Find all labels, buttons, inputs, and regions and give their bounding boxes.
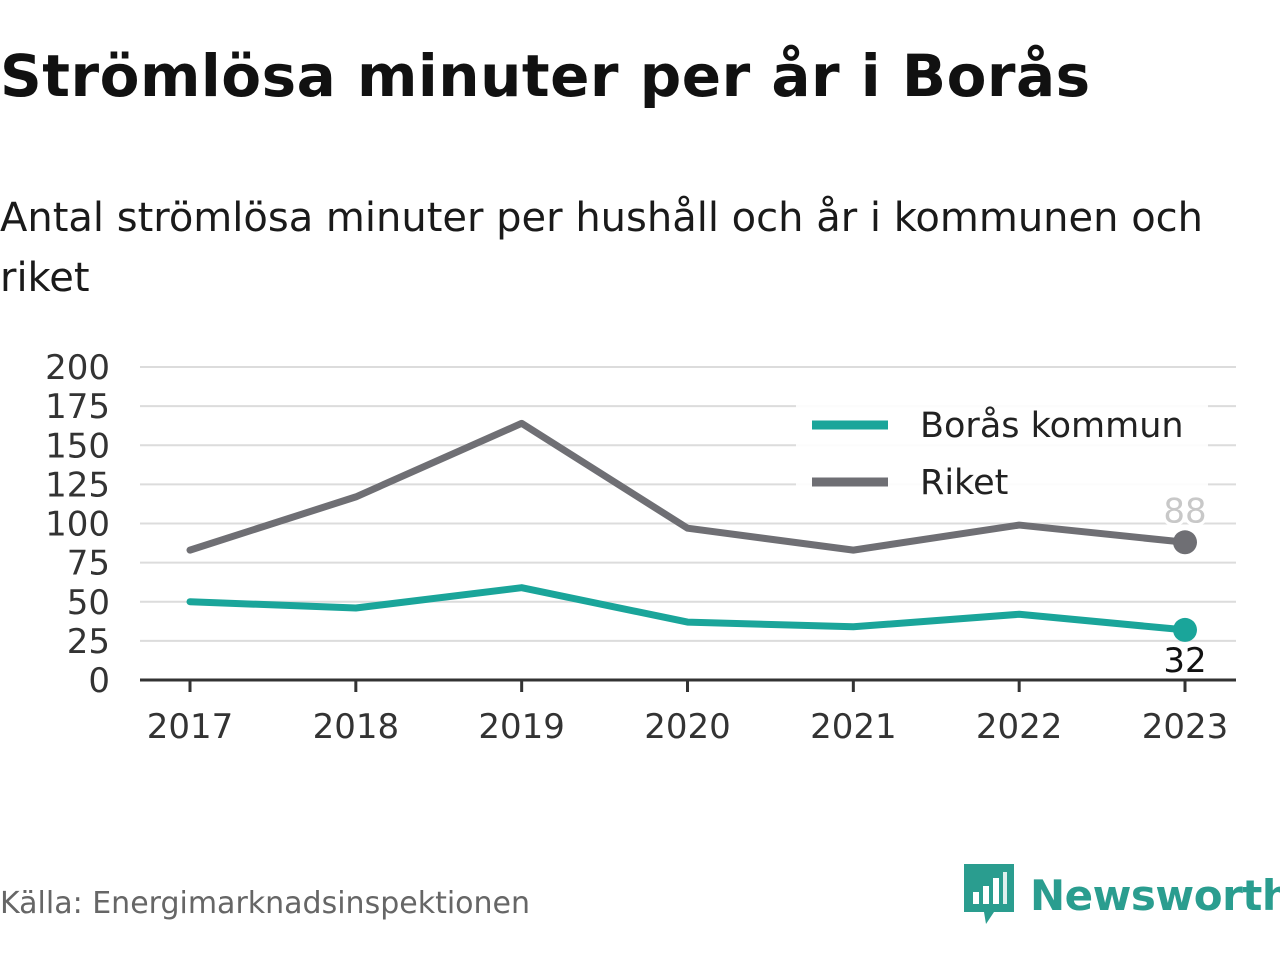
y-tick-label: 150 [45,426,110,466]
brand-name: Newsworthy [1030,870,1280,920]
x-axis: 2017 2018 2019 2020 2021 2022 2023 [140,678,1236,747]
y-tick-label: 25 [67,622,110,662]
brand-logo: Newsworthy [964,864,1280,926]
x-tick-label: 2020 [644,707,731,747]
newsworthy-logo-icon [964,864,1014,924]
x-tick-label: 2019 [478,707,565,747]
end-value-label: 32 [1163,641,1206,681]
x-tick-label: 2017 [147,707,234,747]
x-tick-label: 2021 [810,707,897,747]
x-tick-label: 2022 [976,707,1063,747]
end-value-label: 88 [1163,491,1206,531]
series-end-point [1173,530,1197,555]
series-end-point [1173,617,1197,642]
series-lines [186,419,1197,642]
x-tick-label: 2023 [1142,707,1229,747]
y-tick-label: 50 [67,583,110,623]
x-tick-label: 2018 [313,707,400,747]
legend: Borås kommun Riket [796,402,1208,514]
y-tick-label: 100 [45,505,110,545]
legend-label: Riket [920,463,1008,503]
chart-title: Strömlösa minuter per år i Borås [0,42,1091,110]
y-tick-label: 0 [88,661,110,701]
series-line-0 [186,584,1189,634]
y-tick-label: 200 [45,348,110,388]
source-note: Källa: Energimarknadsinspektionen [0,886,531,921]
legend-label: Borås kommun [920,405,1184,446]
y-tick-label: 125 [45,465,110,505]
chart-subtitle: Antal strömlösa minuter per hushåll och … [0,195,1204,301]
gridlines [140,366,1236,642]
y-tick-label: 175 [45,387,110,427]
end-value-labels: 32 88 [1160,488,1209,684]
y-tick-label: 75 [67,544,110,584]
series-line-1 [186,419,1189,554]
